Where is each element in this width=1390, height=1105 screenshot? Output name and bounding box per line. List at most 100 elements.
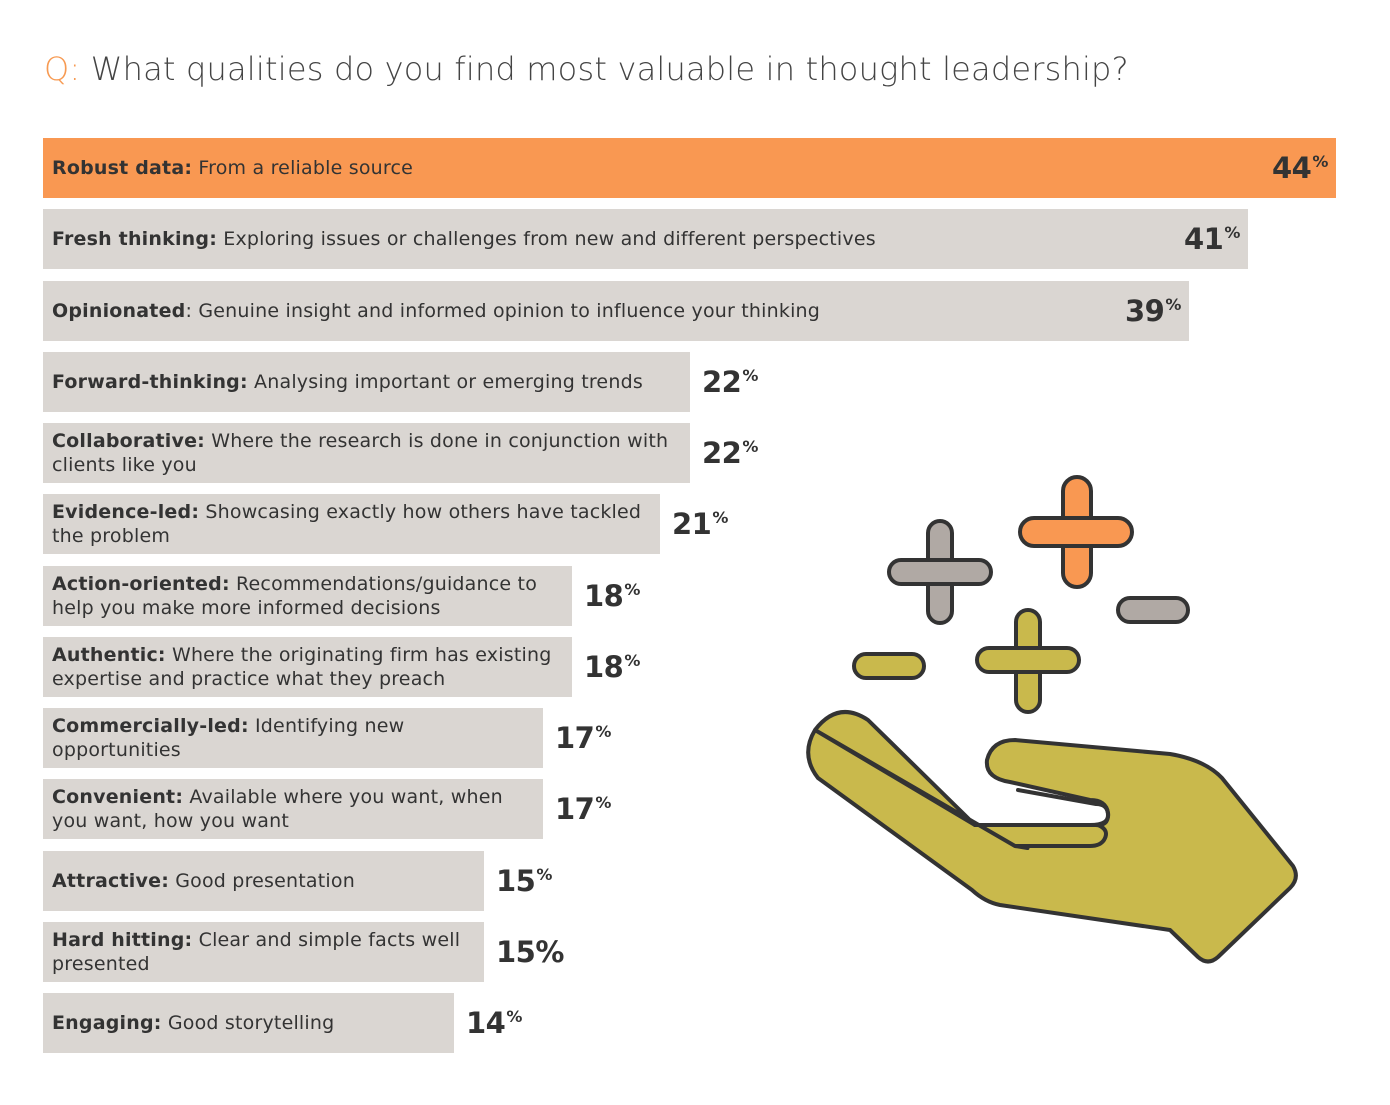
bar-label-bold: Engaging: xyxy=(52,1012,162,1034)
grey-plus-icon xyxy=(887,519,993,625)
bar-11: Hard hitting: Clear and simple facts wel… xyxy=(43,922,484,982)
bar-label-bold: Fresh thinking: xyxy=(52,228,217,250)
orange-plus-icon xyxy=(1018,475,1134,589)
bar-label-text: Analysing important or emerging trends xyxy=(247,371,643,393)
value-unit: % xyxy=(535,935,564,969)
value-unit: % xyxy=(1312,152,1328,171)
bar-6: Action-oriented: Recommendations/guidanc… xyxy=(43,566,572,626)
bar-label: Opinionated: Genuine insight and informe… xyxy=(52,299,1179,323)
value-label: 17% xyxy=(555,792,611,826)
bar-label-text: Exploring issues or challenges from new … xyxy=(217,228,876,250)
bar-3: Forward-thinking: Analysing important or… xyxy=(43,352,690,412)
bar-label-bold: Forward-thinking: xyxy=(52,371,248,393)
bar-label-text: Showcasing exactly how others have tackl… xyxy=(52,501,642,547)
bar-label-text: Identifying new opportunities xyxy=(52,715,405,761)
olive-plus-icon xyxy=(975,608,1081,714)
bar-label-text: : Genuine insight and informed opinion t… xyxy=(185,300,821,322)
bar-label-text: Available where you want, when you want,… xyxy=(52,786,503,832)
value-unit: % xyxy=(742,366,758,385)
question-prefix: Q: xyxy=(44,50,81,88)
value-number: 22 xyxy=(702,365,742,399)
hand-with-plus-minus-icons xyxy=(806,475,1298,964)
value-unit: % xyxy=(595,722,611,741)
bar-label-text: Where the originating firm has existing … xyxy=(52,644,552,690)
bar-label-bold: Collaborative: xyxy=(52,430,205,452)
bar-label-bold: Commercially-led: xyxy=(52,715,249,737)
value-unit: % xyxy=(742,437,758,456)
bar-label-text: Recommendations/guidance to help you mak… xyxy=(52,573,538,619)
bar-label-text: Good presentation xyxy=(169,870,355,892)
value-unit: % xyxy=(712,508,728,527)
bar-label: Forward-thinking: Analysing important or… xyxy=(52,370,680,394)
bar-label: Authentic: Where the originating firm ha… xyxy=(52,643,562,691)
bar-label: Collaborative: Where the research is don… xyxy=(52,429,680,477)
value-label: 15% xyxy=(496,935,564,969)
bar-label-bold: Attractive: xyxy=(52,870,169,892)
grey-minus-icon xyxy=(1116,596,1190,624)
value-number: 17 xyxy=(555,792,595,826)
chart-title: Q: What qualities do you find most valua… xyxy=(44,50,1129,88)
bar-label: Hard hitting: Clear and simple facts wel… xyxy=(52,928,474,976)
value-label: 15% xyxy=(496,864,552,898)
bar-label-bold: Robust data: xyxy=(52,157,193,179)
bar-label-bold: Opinionated xyxy=(52,300,186,322)
value-number: 44 xyxy=(1272,151,1312,185)
bar-7: Authentic: Where the originating firm ha… xyxy=(43,637,572,697)
bar-label: Commercially-led: Identifying new opport… xyxy=(52,714,533,762)
bar-label: Robust data: From a reliable source xyxy=(52,156,1326,180)
value-unit: % xyxy=(595,793,611,812)
olive-minus-icon xyxy=(852,652,926,680)
value-number: 15 xyxy=(496,864,536,898)
value-number: 39 xyxy=(1125,294,1165,328)
value-label: 18% xyxy=(584,650,640,684)
bar-label: Fresh thinking: Exploring issues or chal… xyxy=(52,227,1238,251)
value-number: 17 xyxy=(555,721,595,755)
value-label: 41% xyxy=(1184,222,1240,256)
value-label: 18% xyxy=(584,579,640,613)
value-label: 17% xyxy=(555,721,611,755)
bar-label: Attractive: Good presentation xyxy=(52,869,474,893)
value-label: 44% xyxy=(1272,151,1328,185)
bar-label-text: From a reliable source xyxy=(192,157,414,179)
bar-label: Convenient: Available where you want, wh… xyxy=(52,785,533,833)
bar-label-bold: Authentic: xyxy=(52,644,166,666)
value-number: 21 xyxy=(672,507,712,541)
bar-9: Convenient: Available where you want, wh… xyxy=(43,779,543,839)
value-label: 22% xyxy=(702,436,758,470)
value-label: 22% xyxy=(702,365,758,399)
value-number: 18 xyxy=(584,650,624,684)
value-number: 15 xyxy=(496,935,536,969)
bar-8: Commercially-led: Identifying new opport… xyxy=(43,708,543,768)
bar-label-text: Clear and simple facts well presented xyxy=(52,929,461,975)
bar-label: Evidence-led: Showcasing exactly how oth… xyxy=(52,500,650,548)
value-number: 14 xyxy=(466,1006,506,1040)
bar-label-text: Where the research is done in conjunctio… xyxy=(52,430,669,476)
bar-1: Fresh thinking: Exploring issues or chal… xyxy=(43,209,1248,269)
value-unit: % xyxy=(536,865,552,884)
bar-5: Evidence-led: Showcasing exactly how oth… xyxy=(43,494,660,554)
hand-body xyxy=(806,710,1298,964)
bar-12: Engaging: Good storytelling xyxy=(43,993,454,1053)
bar-label-bold: Convenient: xyxy=(52,786,184,808)
value-unit: % xyxy=(624,580,640,599)
value-unit: % xyxy=(624,651,640,670)
value-number: 41 xyxy=(1184,222,1224,256)
bar-2: Opinionated: Genuine insight and informe… xyxy=(43,281,1189,341)
value-label: 39% xyxy=(1125,294,1181,328)
value-label: 14% xyxy=(466,1006,522,1040)
bar-0: Robust data: From a reliable source xyxy=(43,138,1336,198)
bar-label-text: Good storytelling xyxy=(161,1012,335,1034)
value-unit: % xyxy=(506,1007,522,1026)
bar-label-bold: Action-oriented: xyxy=(52,573,230,595)
bar-label-bold: Evidence-led: xyxy=(52,501,200,523)
value-number: 22 xyxy=(702,436,742,470)
bar-label: Action-oriented: Recommendations/guidanc… xyxy=(52,572,562,620)
bar-label: Engaging: Good storytelling xyxy=(52,1011,444,1035)
bar-10: Attractive: Good presentation xyxy=(43,851,484,911)
value-number: 18 xyxy=(584,579,624,613)
bar-4: Collaborative: Where the research is don… xyxy=(43,423,690,483)
value-label: 21% xyxy=(672,507,728,541)
thumb-gap xyxy=(973,788,1110,828)
value-unit: % xyxy=(1165,295,1181,314)
